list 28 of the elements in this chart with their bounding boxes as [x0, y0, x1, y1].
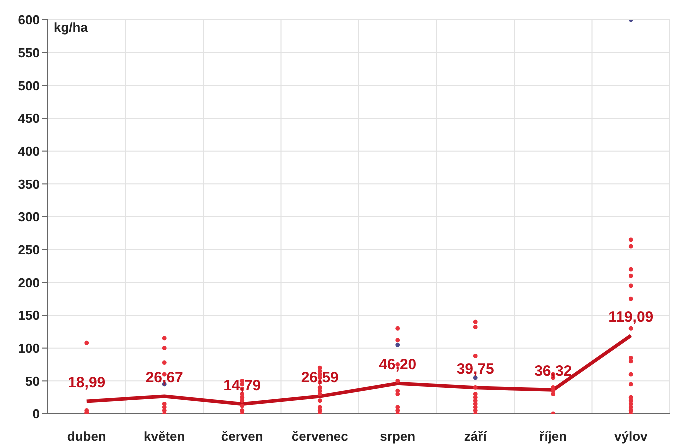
data-label: 26,67: [146, 369, 184, 386]
y-tick-label: 450: [18, 111, 40, 126]
y-tick-label: 200: [18, 275, 40, 290]
x-tick-label: říjen: [540, 429, 568, 444]
x-tick-label: květen: [144, 429, 186, 444]
y-tick-label: 50: [26, 374, 40, 389]
data-label: 39,75: [456, 360, 494, 378]
y-tick-label: 100: [18, 340, 40, 356]
data-label: 18,99: [68, 374, 106, 392]
x-tick-label: duben: [67, 429, 106, 444]
y-axis-title: kg/ha: [54, 20, 88, 35]
y-tick-label: 0: [32, 406, 40, 422]
y-tick-label: 300: [18, 210, 40, 225]
y-tick-label: 250: [18, 242, 40, 258]
y-tick-label: 550: [18, 45, 40, 60]
x-tick-label: výlov: [614, 429, 649, 444]
x-tick-label: září: [464, 429, 488, 444]
x-tick-label: srpen: [380, 429, 416, 444]
x-tick-label: červenec: [292, 429, 348, 444]
data-label: 46,20: [379, 356, 417, 374]
x-tick-label: červen: [221, 429, 264, 444]
y-tick-label: 150: [18, 308, 40, 324]
y-tick-label: 400: [18, 144, 40, 159]
y-tick-label: 600: [18, 12, 40, 28]
data-label: 36,32: [534, 363, 572, 380]
y-tick-label: 350: [18, 176, 40, 192]
data-label: 119,09: [608, 308, 654, 326]
y-tick-label: 500: [18, 78, 40, 94]
